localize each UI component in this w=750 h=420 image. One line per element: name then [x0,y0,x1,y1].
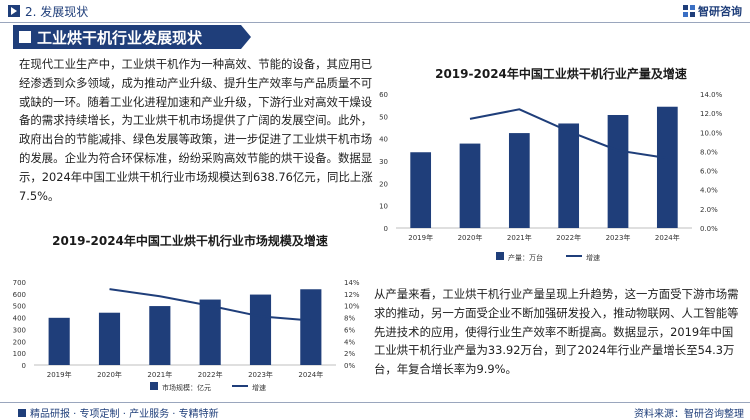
x-tick-label: 2021年 [507,233,532,242]
y-right-tick-label: 12% [344,291,360,299]
legend-bar-label: 产量：万台 [508,253,543,262]
y-right-tick-label: 2.0% [700,206,718,214]
x-tick-label: 2021年 [147,370,172,379]
x-tick-label: 2019年 [47,370,72,379]
y-right-tick-label: 14% [344,279,360,287]
y-left-tick-label: 40 [379,136,388,144]
bar [656,106,678,228]
production-chart-title: 2019-2024年中国工业烘干机行业产量及增速 [435,67,687,81]
legend-bar-swatch [496,252,504,260]
y-left-tick-label: 300 [13,326,26,334]
footer-square-icon [18,409,26,417]
footer-services: 精品研报 · 专项定制 · 产业服务 · 专精特新 [18,405,219,420]
growth-line [109,288,311,322]
legend-line-label: 增速 [586,253,600,262]
x-tick-label: 2020年 [458,233,483,242]
y-left-tick-label: 200 [13,338,26,346]
y-right-tick-label: 6% [344,326,355,334]
y-right-tick-label: 8.0% [700,148,718,156]
bar [249,294,272,365]
legend-bar-swatch [150,382,158,390]
bar [300,289,322,365]
x-tick-label: 2024年 [298,370,323,379]
bar [149,306,171,365]
bar [98,312,121,365]
y-left-tick-label: 30 [379,158,388,166]
bar [558,123,580,228]
header-divider [0,22,750,23]
bar [508,133,530,228]
growth-line [469,108,668,160]
bar [410,152,432,228]
y-left-tick-label: 400 [13,315,26,323]
page-title-banner: 工业烘干机行业发展现状 [13,25,241,49]
footer-services-text: 精品研报 · 专项定制 · 产业服务 · 专精特新 [30,409,219,420]
intro-paragraph: 在现代工业生产中，工业烘干机作为一种高效、节能的设备，其应用已经渗透到众多领域，… [19,57,373,203]
x-tick-label: 2023年 [606,233,631,242]
y-right-tick-label: 10.0% [700,129,723,137]
section-marker-icon [8,5,20,17]
brand: 智研咨询 [683,3,742,19]
market-chart-title: 2019-2024年中国工业烘干机行业市场规模及增速 [52,234,328,248]
header-bar: 2. 发展现状 智研咨询 [0,0,750,22]
x-tick-label: 2022年 [198,370,223,379]
y-right-tick-label: 4% [344,338,355,346]
y-right-tick-label: 4.0% [700,187,718,195]
legend-line-label: 增速 [252,383,266,392]
y-right-tick-label: 6.0% [700,168,718,176]
y-left-tick-label: 0 [22,362,26,370]
y-right-tick-label: 8% [344,315,355,323]
y-left-tick-label: 500 [13,303,26,311]
footer-source: 资料来源：智研咨询整理 [634,409,744,420]
x-tick-label: 2022年 [556,233,581,242]
y-right-tick-label: 10% [344,303,360,311]
production-chart: 0 10 20 30 40 50 60 0.0% 2.0% 4.0% 6.0% 8.0% 10.0% 12… [379,91,723,262]
legend-bar-label: 市场规模：亿元 [162,383,211,392]
y-right-tick-label: 12.0% [700,110,723,118]
x-tick-label: 2023年 [248,370,273,379]
y-left-tick-label: 20 [379,180,388,188]
section-title: 2. 发展现状 [25,5,89,19]
x-tick-label: 2020年 [97,370,122,379]
y-left-tick-label: 60 [379,91,388,99]
y-right-tick-label: 0% [344,362,355,370]
bar [607,114,629,228]
bar [459,143,481,228]
brand-name: 智研咨询 [698,5,742,18]
y-left-tick-label: 0 [384,225,388,233]
bar [199,299,221,365]
y-left-tick-label: 10 [379,203,388,211]
x-tick-label: 2024年 [655,233,680,242]
y-right-tick-label: 14.0% [700,91,723,99]
banner-arrow-icon [241,25,251,49]
market-size-chart: 0 100 200 300 400 500 600 700 0% 2% 4% 6% 8% 10% 12% 14… [13,279,360,392]
footer-divider [0,402,750,403]
x-tick-label: 2019年 [408,233,433,242]
y-left-tick-label: 600 [13,291,26,299]
bar [48,317,70,365]
banner-square-icon [19,31,31,43]
y-right-tick-label: 0.0% [700,225,718,233]
y-left-tick-label: 100 [13,350,26,358]
brand-logo-icon [683,5,695,17]
y-right-tick-label: 2% [344,350,355,358]
production-paragraph: 从产量来看，工业烘干机行业产量呈现上升趋势，这一方面受下游市场需求的推动，另一方… [374,287,739,377]
y-left-tick-label: 700 [13,279,26,287]
y-left-tick-label: 50 [379,113,388,121]
page-title: 工业烘干机行业发展现状 [37,29,203,47]
